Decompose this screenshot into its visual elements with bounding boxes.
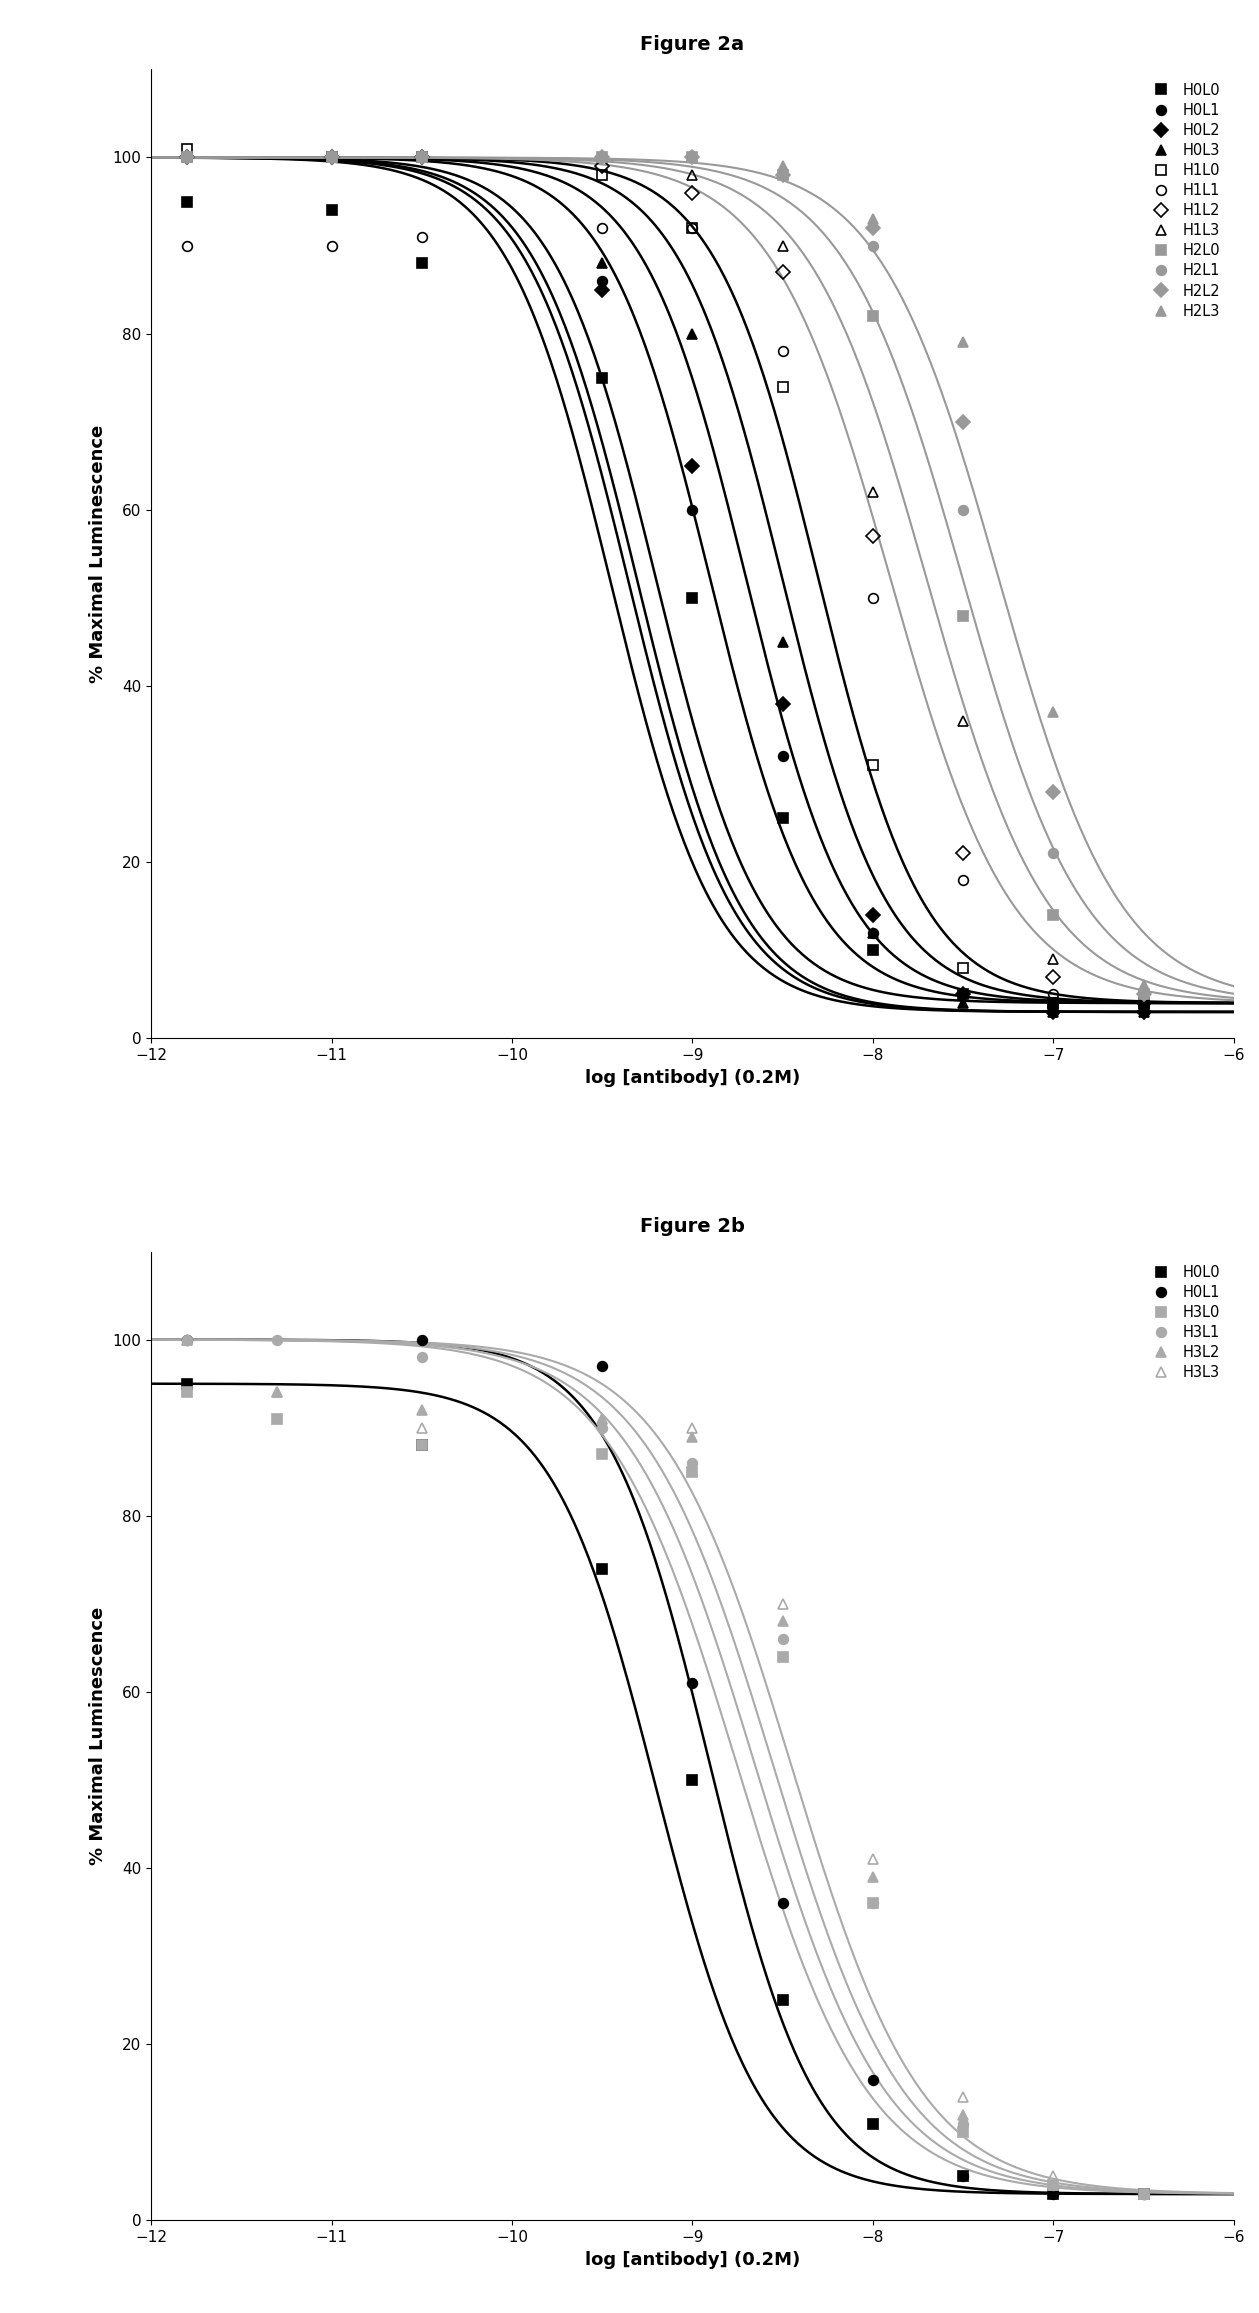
X-axis label: log [antibody] (0.2M): log [antibody] (0.2M) [585,1069,799,1087]
Y-axis label: % Maximal Luminescence: % Maximal Luminescence [89,426,107,682]
Title: Figure 2a: Figure 2a [641,35,744,53]
Legend: H0L0, H0L1, H0L2, H0L3, H1L0, H1L1, H1L2, H1L3, H2L0, H2L1, H2L2, H2L3: H0L0, H0L1, H0L2, H0L3, H1L0, H1L1, H1L2… [1141,76,1226,324]
Title: Figure 2b: Figure 2b [640,1217,745,1235]
X-axis label: log [antibody] (0.2M): log [antibody] (0.2M) [585,2251,799,2269]
Legend: H0L0, H0L1, H3L0, H3L1, H3L2, H3L3: H0L0, H0L1, H3L0, H3L1, H3L2, H3L3 [1141,1258,1226,1385]
Y-axis label: % Maximal Luminescence: % Maximal Luminescence [89,1608,107,1864]
